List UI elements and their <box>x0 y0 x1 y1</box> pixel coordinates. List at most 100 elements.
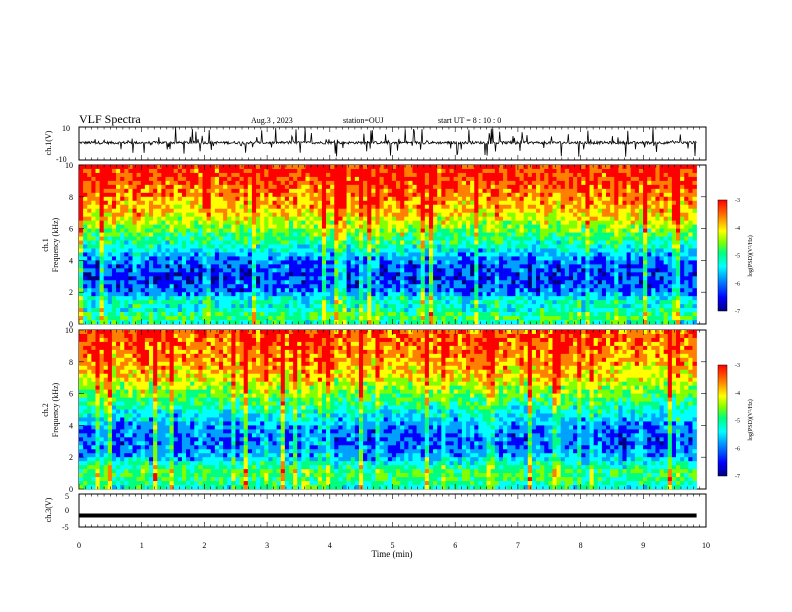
spectrogram-cell <box>486 276 492 281</box>
spectrogram-cell <box>548 300 553 305</box>
spectrogram-cell <box>313 280 319 285</box>
spectrogram-cell <box>301 304 306 309</box>
spectrogram-cell <box>346 256 352 261</box>
spectrogram-cell <box>264 216 269 221</box>
spectrogram-cell <box>260 224 265 229</box>
spectrogram-cell <box>346 240 352 245</box>
spectrogram-cell <box>498 264 504 269</box>
spectrogram-cell <box>404 176 409 182</box>
spectrogram-cell <box>498 220 504 225</box>
spectrogram-cell <box>552 296 557 301</box>
spectrogram-cell <box>239 228 244 233</box>
spectrogram-cell <box>338 165 343 170</box>
spectrogram-cell <box>358 304 364 309</box>
spectrogram-cell <box>111 268 117 273</box>
spectrogram-cell <box>568 188 574 194</box>
spectrogram-cell <box>536 208 541 213</box>
spectrogram-cell <box>264 276 269 281</box>
spectrogram-cell <box>445 252 450 257</box>
spectrogram-cell <box>297 316 302 321</box>
spectrogram-cell <box>482 240 487 245</box>
spectrogram-cell <box>116 184 121 190</box>
spectrogram-cell <box>239 296 244 301</box>
spectrogram-cell <box>206 184 212 190</box>
spectrogram-cell <box>181 172 187 178</box>
spectrogram-cell <box>536 316 541 321</box>
spectrogram-cell <box>354 236 360 241</box>
spectrogram-cell <box>498 165 504 170</box>
spectrogram-cell <box>157 224 162 229</box>
spectrogram-cell <box>396 276 401 281</box>
spectrogram-cell <box>79 292 84 297</box>
spectrogram-cell <box>383 192 389 198</box>
spectrogram-cell <box>416 216 422 221</box>
spectrogram-cell <box>91 188 96 194</box>
spectrogram-cell <box>276 220 282 225</box>
spectrogram-cell <box>231 292 236 297</box>
spectrogram-cell <box>91 192 96 198</box>
spectrogram-cell <box>79 224 84 229</box>
spectrogram-cell <box>375 288 380 293</box>
spectrogram-cell <box>177 172 183 178</box>
spectrogram-cell <box>272 188 277 194</box>
spectrogram-cell <box>527 304 533 309</box>
spectrogram-cell <box>548 252 553 257</box>
spectrogram-cell <box>280 308 286 313</box>
spectrogram-cell <box>218 268 224 273</box>
spectrogram-cell <box>433 165 438 170</box>
spectrogram-cell <box>95 260 100 265</box>
spectrogram-cell <box>190 192 195 198</box>
spectrogram-cell <box>111 312 117 317</box>
spectrogram-cell <box>486 300 492 305</box>
spectrogram-cell <box>210 320 216 325</box>
spectrogram-cell <box>354 272 360 277</box>
spectrogram-cell <box>350 172 356 178</box>
spectrogram-cell <box>363 248 368 253</box>
spectrogram-cell <box>181 165 187 170</box>
spectrogram-cell <box>375 200 380 206</box>
spectrogram-cell <box>227 276 232 281</box>
spectrogram-cell <box>354 192 360 198</box>
spectrogram-cell <box>400 268 405 273</box>
spectrogram-cell <box>441 192 446 198</box>
spectrogram-cell <box>461 208 467 213</box>
spectrogram-cell <box>95 308 100 313</box>
spectrogram-cell <box>363 244 368 249</box>
spectrogram-cell <box>293 196 298 202</box>
spectrogram-cell <box>260 200 265 206</box>
spectrogram-cell <box>453 248 459 253</box>
spectrogram-cell <box>457 260 463 265</box>
spectrogram-cell <box>338 268 343 273</box>
spectrogram-cell <box>334 232 339 237</box>
spectrogram-cell <box>338 172 343 178</box>
spectrogram-cell <box>218 208 224 213</box>
spectrogram-cell <box>169 232 174 237</box>
spectrogram-cell <box>453 240 459 245</box>
spectrogram-cell <box>194 240 199 245</box>
spectrogram-cell <box>363 184 368 190</box>
spectrogram-cell <box>210 216 216 221</box>
spectrogram-cell <box>404 280 409 285</box>
spectrogram-cell <box>548 200 553 206</box>
spectrogram-cell <box>358 264 364 269</box>
spectrogram-cell <box>568 180 574 186</box>
spectrogram-cell <box>507 312 512 317</box>
spectrogram-cell <box>99 256 105 261</box>
spectrogram-cell <box>268 165 273 170</box>
spectrogram-cell <box>177 256 183 261</box>
spectrogram-cell <box>280 276 286 281</box>
spectrogram-cell <box>198 268 203 273</box>
spectrogram-cell <box>116 216 121 221</box>
spectrogram-cell <box>173 304 179 309</box>
spectrogram-cell <box>449 224 454 229</box>
spectrogram-cell <box>144 196 150 202</box>
spectrogram-cell <box>198 256 203 261</box>
spectrogram-cell <box>490 292 496 297</box>
spectrogram-cell <box>391 272 397 277</box>
spectrogram-cell <box>214 212 220 217</box>
spectrogram-cell <box>536 276 541 281</box>
spectrogram-cell <box>548 192 553 198</box>
spectrogram-cell <box>391 192 397 198</box>
spectrogram-cell <box>494 172 500 178</box>
spectrogram-cell <box>453 284 459 289</box>
